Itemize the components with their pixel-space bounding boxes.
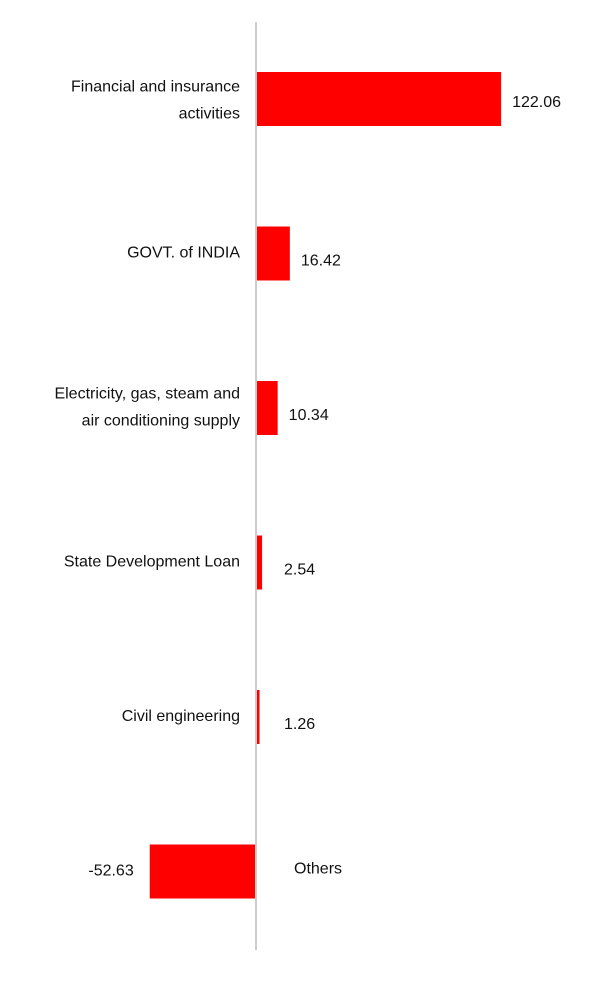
bar — [257, 535, 263, 590]
category-label-line: air conditioning supply — [82, 413, 240, 430]
bar — [149, 844, 255, 899]
category-label: Electricity, gas, steam and air condition… — [54, 386, 240, 430]
category-label-line: Electricity, gas, steam and — [54, 386, 240, 403]
bar — [257, 690, 260, 744]
value-label: 10.34 — [289, 407, 329, 424]
value-label: -52.63 — [88, 863, 133, 880]
category-label: State Development Loan — [64, 554, 240, 571]
category-label-line: GOVT. of INDIA — [127, 245, 240, 262]
category-label-line: State Development Loan — [64, 554, 240, 571]
category-label-line: Others — [294, 861, 342, 878]
bar — [257, 381, 278, 435]
category-label-line: Civil engineering — [122, 708, 240, 725]
category-label-line: Financial and insurance — [71, 79, 240, 96]
bar — [257, 72, 502, 126]
value-label: 16.42 — [301, 253, 341, 270]
category-label: Others — [294, 861, 342, 878]
value-label: 122.06 — [512, 94, 561, 111]
bar — [257, 226, 290, 281]
value-label: 1.26 — [284, 716, 315, 733]
category-label: Financial and insurance activities — [71, 79, 240, 123]
labels-group: 122.06 Financial and insurance activities 1… — [54, 79, 561, 880]
category-label-line: activities — [179, 106, 240, 123]
bars-group — [149, 72, 502, 899]
value-label: 2.54 — [284, 562, 315, 579]
category-label: GOVT. of INDIA — [127, 245, 240, 262]
category-label: Civil engineering — [122, 708, 240, 725]
